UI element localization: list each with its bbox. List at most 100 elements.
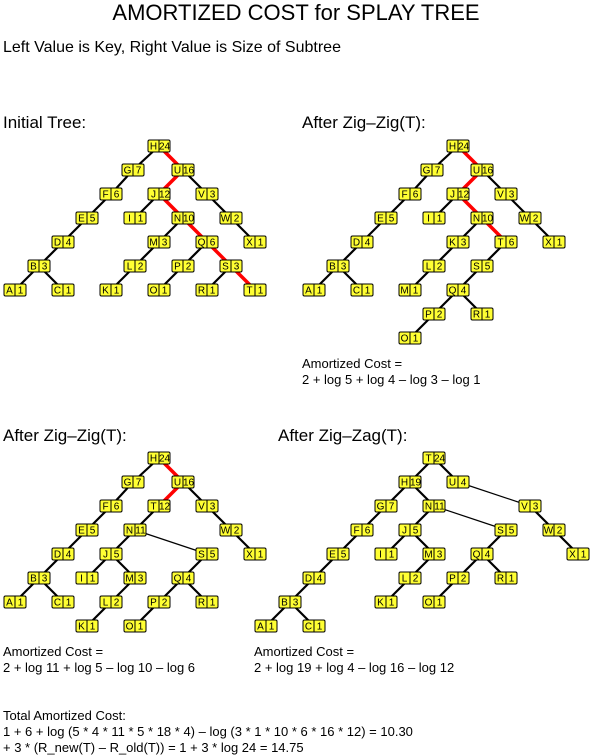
node-key: A — [6, 286, 13, 297]
panel-2-cost-label: Amortized Cost = — [302, 356, 403, 371]
node-size: 5 — [210, 550, 216, 561]
edge-N-S — [134, 529, 208, 555]
node-size: 3 — [234, 262, 240, 273]
node-size: 3 — [42, 574, 48, 585]
node-key: T — [425, 454, 431, 465]
node-key: E — [78, 214, 85, 225]
node-size: 5 — [114, 550, 120, 561]
tree-node-U: U 16 — [470, 163, 494, 177]
node-size: 1 — [114, 286, 120, 297]
node-size: 5 — [341, 550, 347, 561]
node-size: 7 — [435, 166, 441, 177]
node-size: 7 — [136, 478, 142, 489]
node-size: 1 — [317, 286, 323, 297]
node-size: 1 — [413, 334, 419, 345]
node-size: 12 — [159, 190, 171, 201]
node-key: K — [78, 622, 85, 633]
node-size: 24 — [159, 454, 171, 465]
node-key: P — [449, 574, 456, 585]
node-size: 10 — [482, 214, 494, 225]
node-size: 1 — [258, 550, 264, 561]
node-size: 1 — [90, 574, 96, 585]
node-key: W — [544, 526, 554, 537]
node-key: G — [124, 478, 132, 489]
node-size: 1 — [365, 286, 371, 297]
node-size: 7 — [136, 166, 142, 177]
node-size: 1 — [138, 622, 144, 633]
total-cost-line-2: + 3 * (R_new(T) – R_old(T)) = 1 + 3 * lo… — [3, 740, 304, 755]
page-subtitle: Left Value is Key, Right Value is Size o… — [3, 39, 341, 56]
node-size: 3 — [341, 262, 347, 273]
node-size: 2 — [234, 526, 240, 537]
node-key: R — [473, 310, 480, 321]
node-key: L — [127, 262, 133, 273]
node-key: O — [126, 622, 134, 633]
node-key: S — [222, 262, 229, 273]
node-size: 5 — [509, 526, 515, 537]
node-size: 1 — [317, 622, 323, 633]
node-key: N — [473, 214, 480, 225]
node-size: 1 — [413, 286, 419, 297]
node-size: 5 — [413, 526, 419, 537]
tree-node-J: J 12 — [446, 187, 470, 201]
node-key: M — [149, 238, 157, 249]
node-size: 3 — [210, 190, 216, 201]
node-key: B — [281, 598, 288, 609]
tree-3: H 24G 7 U 16F 6 T 12 V 3E 5 N 11 W 2D 4 J 5 S 5 X 1B 3 I 1 M 3 Q 4A 1… — [3, 451, 267, 633]
node-key: O — [150, 286, 158, 297]
node-size: 3 — [138, 574, 144, 585]
node-key: F — [102, 190, 108, 201]
node-size: 1 — [269, 622, 275, 633]
node-size: 1 — [485, 310, 491, 321]
node-key: C — [353, 286, 360, 297]
node-key: O — [425, 598, 433, 609]
node-size: 1 — [437, 214, 443, 225]
node-size: 6 — [509, 238, 515, 249]
node-key: S — [473, 262, 480, 273]
node-size: 3 — [162, 238, 168, 249]
panel-4-cost-label: Amortized Cost = — [254, 644, 355, 659]
node-key: E — [329, 550, 336, 561]
node-size: 3 — [210, 502, 216, 513]
tree-1: H 24G 7 U 16F 6 J 12 V 3E 5 I 1 N 10 W 2D 4 M 3 Q 6 X 1B 3 L 2 P 2 S 3… — [3, 139, 267, 297]
node-key: K — [102, 286, 109, 297]
node-key: I — [128, 214, 131, 225]
node-size: 1 — [581, 550, 587, 561]
node-key: U — [174, 478, 181, 489]
node-key: X — [246, 550, 253, 561]
